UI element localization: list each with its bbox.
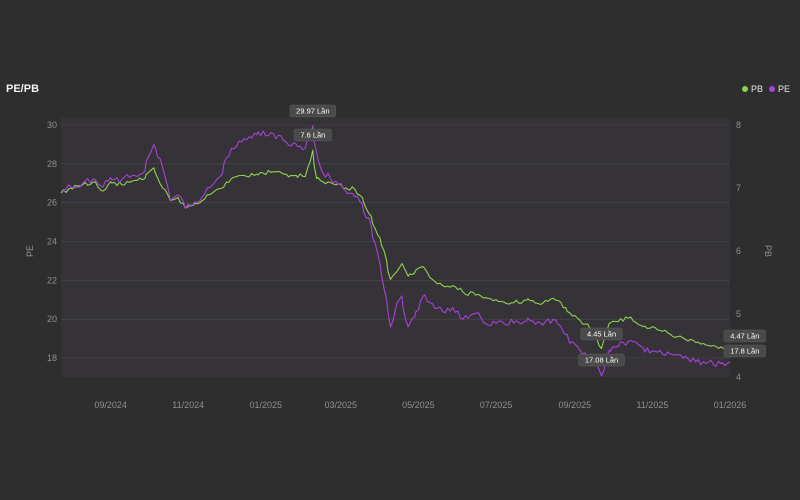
legend-item-pe[interactable]: PE xyxy=(768,84,790,94)
callout-label-0: 29.97 Lần xyxy=(296,107,329,116)
x-tick-09-2025: 09/2025 xyxy=(559,400,592,410)
callout-box-2 xyxy=(580,327,623,341)
callout-label-1: 7.6 Lần xyxy=(300,131,325,140)
callout-label-5: 17.8 Lần xyxy=(730,347,759,356)
x-tick-11-2024: 11/2024 xyxy=(172,400,204,410)
y-left-tick-20: 20 xyxy=(47,314,57,324)
callout-box-4 xyxy=(723,329,766,343)
legend-label-pe: PE xyxy=(777,84,790,94)
y-left-tick-28: 28 xyxy=(47,159,57,169)
y-right-tick-7: 7 xyxy=(736,183,741,193)
callout-box-1 xyxy=(293,128,332,142)
y-left-tick-22: 22 xyxy=(47,275,57,285)
y-right-tick-8: 8 xyxy=(736,120,741,130)
y-right-axis-title: PB xyxy=(763,245,773,257)
callout-box-5 xyxy=(723,344,766,358)
callout-label-4: 4.47 Lần xyxy=(730,332,759,341)
chart-title: PE/PB xyxy=(6,83,40,95)
x-tick-07-2025: 07/2025 xyxy=(480,400,513,410)
chart-legend: PB PE xyxy=(741,84,790,94)
y-left-tick-24: 24 xyxy=(47,237,57,247)
y-right-tick-5: 5 xyxy=(736,309,741,319)
y-left-tick-26: 26 xyxy=(47,198,57,208)
x-tick-09-2024: 09/2024 xyxy=(94,400,127,410)
callout-box-0 xyxy=(289,104,336,118)
x-tick-05-2025: 05/2025 xyxy=(402,400,435,410)
y-right-tick-4: 4 xyxy=(736,372,741,382)
y-left-tick-30: 30 xyxy=(47,120,57,130)
legend-dot-pb xyxy=(741,86,748,92)
y-left-tick-18: 18 xyxy=(47,353,57,363)
x-tick-01-2025: 01/2025 xyxy=(249,400,282,410)
legend-dot-pe xyxy=(768,86,775,92)
legend-item-pb[interactable]: PB xyxy=(741,84,763,94)
x-tick-03-2025: 03/2025 xyxy=(325,400,358,410)
callout-label-2: 4.45 Lần xyxy=(587,330,616,339)
callout-box-3 xyxy=(578,353,625,367)
callout-label-3: 17.08 Lần xyxy=(585,356,618,365)
series-line-pe xyxy=(60,125,731,377)
x-tick-01-2026: 01/2026 xyxy=(714,400,747,410)
legend-label-pb: PB xyxy=(750,84,763,94)
x-tick-11-2025: 11/2025 xyxy=(636,400,668,410)
y-left-axis-title: PE xyxy=(25,245,35,257)
y-right-tick-6: 6 xyxy=(736,246,741,256)
series-line-pb xyxy=(60,149,731,350)
plot-background xyxy=(61,118,730,377)
